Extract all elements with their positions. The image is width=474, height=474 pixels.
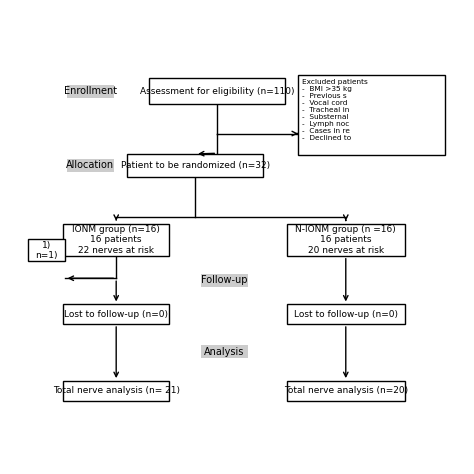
FancyBboxPatch shape <box>63 381 169 401</box>
FancyBboxPatch shape <box>298 75 445 155</box>
FancyBboxPatch shape <box>287 381 405 401</box>
FancyBboxPatch shape <box>201 273 248 287</box>
Text: IONM group (n=16)
16 patients
22 nerves at risk: IONM group (n=16) 16 patients 22 nerves … <box>72 225 160 255</box>
Text: Total nerve analysis (n=20): Total nerve analysis (n=20) <box>284 386 408 395</box>
FancyBboxPatch shape <box>149 78 285 104</box>
FancyBboxPatch shape <box>287 224 405 256</box>
FancyBboxPatch shape <box>66 159 114 172</box>
Text: Lost to follow-up (n=0): Lost to follow-up (n=0) <box>64 310 168 319</box>
Text: Allocation: Allocation <box>66 160 115 170</box>
Text: Assessment for eligibility (n=110): Assessment for eligibility (n=110) <box>140 87 294 96</box>
Text: Enrollment: Enrollment <box>64 86 117 96</box>
FancyBboxPatch shape <box>201 345 248 358</box>
Text: Analysis: Analysis <box>204 347 245 357</box>
Text: Excluded patients
-  BMI >35 kg
-  Previous s
-  Vocal cord
-  Tracheal in
-  Su: Excluded patients - BMI >35 kg - Previou… <box>301 79 367 141</box>
Text: 1)
n=1): 1) n=1) <box>35 241 58 260</box>
FancyBboxPatch shape <box>287 304 405 324</box>
Text: Lost to follow-up (n=0): Lost to follow-up (n=0) <box>294 310 398 319</box>
FancyBboxPatch shape <box>66 85 114 98</box>
Text: Patient to be randomized (n=32): Patient to be randomized (n=32) <box>120 161 270 170</box>
Text: Total nerve analysis (n= 21): Total nerve analysis (n= 21) <box>53 386 180 395</box>
Text: N-IONM group (n =16)
16 patients
20 nerves at risk: N-IONM group (n =16) 16 patients 20 nerv… <box>295 225 396 255</box>
FancyBboxPatch shape <box>63 224 169 256</box>
FancyBboxPatch shape <box>63 304 169 324</box>
FancyBboxPatch shape <box>28 239 65 261</box>
Text: Follow-up: Follow-up <box>201 275 248 285</box>
FancyBboxPatch shape <box>127 154 263 177</box>
